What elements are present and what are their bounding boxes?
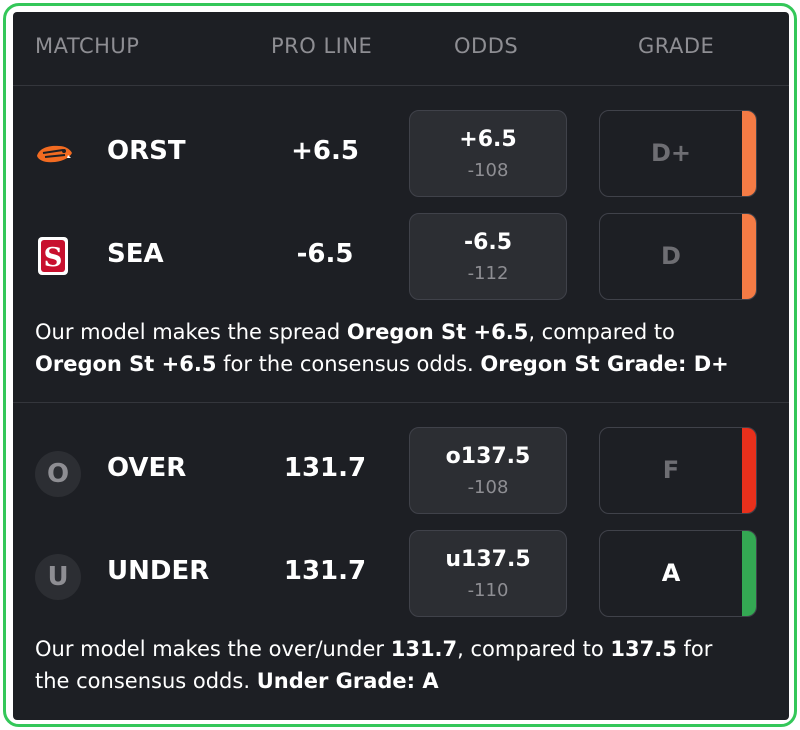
summary-pick: Oregon St +6.5 (346, 320, 529, 344)
total-summary: Our model makes the over/under 131.7, co… (35, 633, 775, 697)
grade-box-under[interactable]: A (599, 530, 757, 617)
grade-label: A (661, 559, 681, 587)
odds-price: -110 (467, 580, 509, 601)
grade-color-bar (742, 214, 756, 299)
svg-text:S: S (44, 243, 63, 273)
over-icon: O (35, 451, 81, 497)
summary-text: Our model makes the spread (35, 320, 347, 344)
grade-label: F (662, 456, 680, 484)
under-icon: U (35, 554, 81, 600)
pro-line-orst: +6.5 (291, 136, 359, 166)
odds-price: -108 (467, 160, 509, 181)
odds-line: -6.5 (463, 230, 513, 255)
odds-line: o137.5 (445, 444, 531, 469)
section-divider (13, 402, 789, 403)
odds-price: -112 (467, 263, 509, 284)
header-odds: ODDS (454, 34, 519, 58)
pro-line-sea: -6.5 (296, 239, 354, 269)
summary-grade: Under Grade: A (256, 669, 439, 693)
seattle-u-logo-icon: S (33, 237, 75, 277)
header-divider (13, 85, 789, 86)
grade-box-orst[interactable]: D+ (599, 110, 757, 197)
beaver-logo-icon (33, 136, 75, 174)
team-name-orst: ORST (107, 136, 186, 166)
spread-summary: Our model makes the spread Oregon St +6.… (35, 316, 775, 380)
summary-text: , compared to (528, 320, 675, 344)
spread-row-orst: ORST +6.5 +6.5 -108 D+ (13, 110, 789, 198)
grade-color-bar (742, 428, 756, 513)
grade-label: D (661, 242, 681, 270)
team-name-sea: SEA (107, 239, 164, 269)
pro-line-over: 131.7 (283, 453, 367, 483)
total-row-under: U UNDER 131.7 u137.5 -110 A (13, 530, 789, 618)
total-row-over: O OVER 131.7 o137.5 -108 F (13, 427, 789, 515)
grade-label: D+ (650, 139, 692, 167)
grade-color-bar (742, 111, 756, 196)
pro-line-under: 131.7 (283, 556, 367, 586)
summary-text: for (676, 637, 713, 661)
odds-button-over[interactable]: o137.5 -108 (409, 427, 567, 514)
odds-button-sea[interactable]: -6.5 -112 (409, 213, 567, 300)
header-pro-line: PRO LINE (271, 34, 373, 58)
grade-color-bar (742, 531, 756, 616)
summary-consensus: 137.5 (610, 637, 677, 661)
header-grade: GRADE (638, 34, 715, 58)
summary-text: for the consensus odds. (216, 352, 481, 376)
spread-row-sea: S SEA -6.5 -6.5 -112 D (13, 213, 789, 301)
odds-price: -108 (467, 477, 509, 498)
odds-button-under[interactable]: u137.5 -110 (409, 530, 567, 617)
summary-grade: Oregon St Grade: D+ (480, 352, 729, 376)
summary-text: , compared to (457, 637, 611, 661)
summary-consensus: Oregon St +6.5 (35, 352, 217, 376)
total-label-under: UNDER (107, 556, 210, 586)
odds-line: u137.5 (445, 547, 531, 572)
odds-line: +6.5 (459, 127, 517, 152)
grade-box-sea[interactable]: D (599, 213, 757, 300)
odds-button-orst[interactable]: +6.5 -108 (409, 110, 567, 197)
header-matchup: MATCHUP (35, 34, 140, 58)
summary-text: the consensus odds. (35, 669, 257, 693)
summary-text: Our model makes the over/under (35, 637, 391, 661)
total-label-over: OVER (107, 453, 187, 483)
summary-pick: 131.7 (390, 637, 458, 661)
grade-box-over[interactable]: F (599, 427, 757, 514)
